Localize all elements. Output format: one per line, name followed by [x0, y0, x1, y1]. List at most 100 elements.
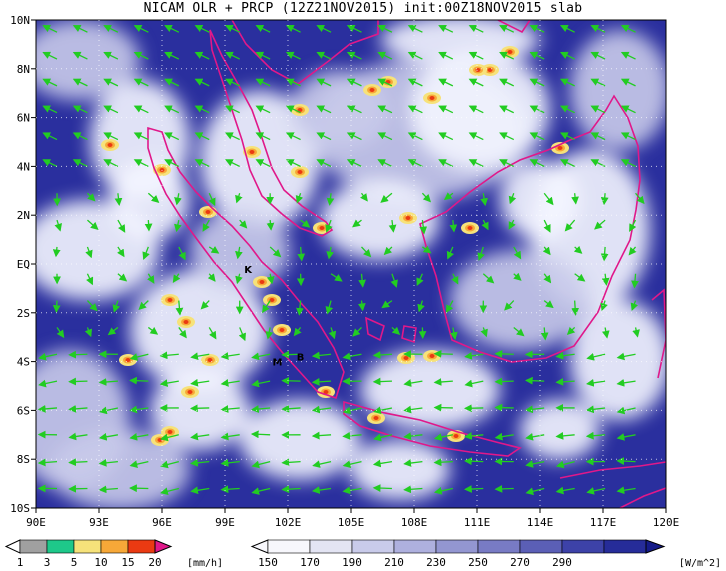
olr-colorbar-swatch [309, 539, 353, 554]
wind-arrow [600, 246, 609, 262]
wind-arrow [380, 192, 393, 203]
wind-arrow [117, 246, 125, 258]
wind-arrow [190, 458, 210, 467]
wind-arrow [525, 460, 545, 468]
precip-level-label: 15 [121, 556, 134, 569]
precip-cell-peak [405, 216, 411, 220]
olr-colorbar: 150 170 190 210 230 250 270 290 [W/m^2] [250, 539, 721, 569]
lon-tick-label: 93E [89, 516, 109, 529]
wind-arrow [433, 487, 453, 495]
wind-arrow [433, 458, 453, 467]
wind-arrow [559, 51, 575, 60]
precip-level-label: 1 [17, 556, 24, 569]
olr-colorbar-swatch [561, 539, 605, 554]
precip-level-label: 20 [148, 556, 161, 569]
wind-arrow [164, 51, 180, 60]
wind-arrow [178, 246, 186, 261]
wind-arrow [311, 351, 332, 360]
wind-arrow [346, 51, 362, 60]
wind-arrow [98, 485, 118, 494]
wind-arrow [555, 431, 575, 440]
lat-tick-label: 6N [17, 112, 30, 125]
wind-arrow [590, 132, 606, 141]
map-plot-area: K M B [36, 20, 666, 508]
lat-tick-label: 4S [17, 356, 30, 369]
wind-arrow [293, 327, 302, 337]
wind-arrow [225, 24, 240, 33]
olr-level-label: 290 [552, 556, 572, 569]
wind-arrow [251, 379, 271, 388]
wind-arrow [352, 219, 362, 228]
precip-colorbar-low-cap [4, 539, 21, 554]
wind-arrow [443, 192, 454, 201]
lat-tick-label: 10N [10, 14, 30, 27]
precip-cell-peak [249, 150, 255, 154]
lon-tick-label: 114E [527, 516, 554, 529]
wind-arrow [555, 486, 575, 495]
wind-arrow [200, 300, 210, 310]
wind-arrow [508, 219, 516, 230]
cloud-blob [380, 20, 540, 65]
wind-arrow [159, 351, 179, 360]
wind-arrow [194, 78, 210, 87]
wind-arrow [438, 51, 454, 60]
wind-arrow [86, 273, 94, 286]
wind-arrow [255, 159, 271, 167]
wind-arrow [72, 78, 88, 87]
precip-cell-peak [369, 88, 375, 92]
lon-tick-label: 102E [275, 516, 302, 529]
wind-arrow [194, 24, 210, 33]
wind-arrow [620, 24, 636, 33]
wind-arrow [494, 485, 514, 493]
wind-arrow [255, 24, 271, 33]
wind-arrow [585, 431, 606, 440]
wind-arrow [72, 105, 88, 114]
wind-arrow [266, 220, 275, 231]
wind-arrow [342, 431, 362, 440]
precip-unit-label: [mm/h] [187, 558, 223, 569]
wind-arrow [129, 376, 149, 385]
wind-arrow [103, 132, 119, 141]
precip-cell-peak [373, 416, 379, 420]
wind-arrow [629, 219, 637, 232]
coast-borneo [419, 94, 641, 363]
wind-arrow [342, 352, 362, 361]
wind-arrow [87, 219, 99, 231]
wind-arrow [525, 487, 545, 496]
wind-arrow [328, 327, 337, 340]
wind-arrow [513, 246, 522, 260]
wind-arrow [559, 24, 575, 33]
lon-tick-label: 99E [215, 516, 235, 529]
wind-arrow [208, 246, 220, 254]
wind-arrow [555, 351, 575, 360]
wind-arrow [464, 351, 484, 360]
wind-arrow [446, 246, 455, 260]
wind-arrow [377, 51, 393, 60]
precip-cell-peak [403, 356, 409, 360]
wind-arrow [84, 327, 93, 338]
precip-cell-peak [167, 298, 173, 302]
wind-arrow [391, 326, 401, 335]
wind-arrow [68, 432, 88, 441]
lon-tick-label: 120E [653, 516, 680, 529]
wind-arrow [464, 432, 484, 440]
lon-tick-label: 96E [152, 516, 172, 529]
wind-arrow [417, 300, 425, 313]
wind-arrow [407, 51, 423, 60]
olr-colorbar-swatch [435, 539, 479, 554]
wind-arrow [311, 377, 332, 386]
wind-arrow [377, 24, 393, 33]
wind-arrow [285, 132, 301, 141]
precip-level-label: 3 [44, 556, 51, 569]
wind-arrow [178, 327, 187, 339]
wind-arrow [194, 51, 210, 60]
wind-arrow [542, 246, 551, 256]
wind-arrow [616, 378, 636, 387]
station-markers: K M B [244, 265, 304, 369]
wind-arrow [573, 245, 583, 254]
map-title: NICAM OLR + PRCP (12Z21NOV2015) init:00Z… [143, 1, 583, 16]
wind-arrow [295, 193, 304, 204]
wind-arrow [316, 105, 332, 114]
wind-arrow [316, 132, 332, 141]
wind-arrow [559, 132, 575, 141]
